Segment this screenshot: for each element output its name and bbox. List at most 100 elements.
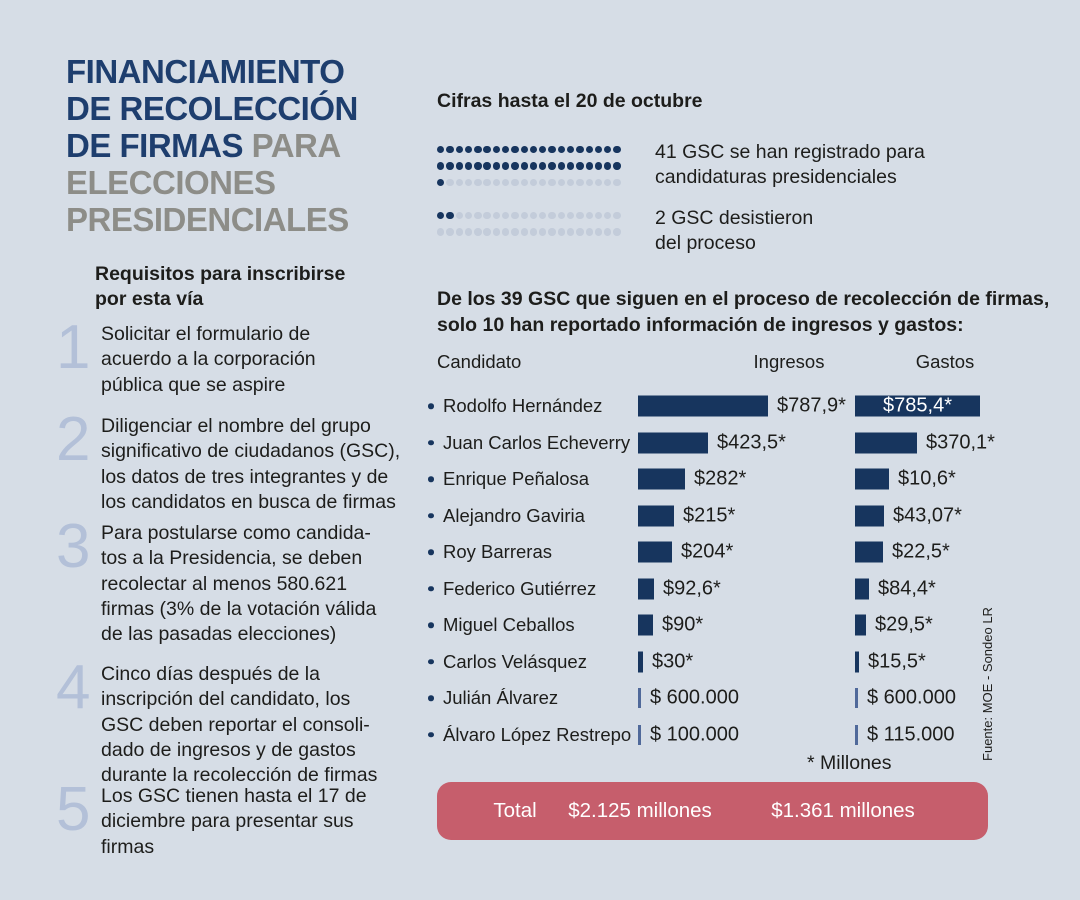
table-row: Julián Álvarez $ 600.000 $ 600.000 [0,680,1080,716]
dot-empty [604,178,612,187]
step-text: Solicitar el formulario de acuerdo a la … [101,323,316,396]
dot-filled [501,146,510,154]
dot-empty [539,228,547,236]
dot-filled [529,162,538,170]
dot-empty [557,228,566,236]
dot-empty [520,212,528,220]
dot-empty [464,178,473,187]
dot-empty [566,228,575,236]
dot-empty [455,228,463,236]
ingresos-bar [638,541,672,563]
ingresos-value: $30* [652,650,694,672]
dot-empty [613,178,621,187]
dot-filled [539,146,547,154]
dot-filled [520,146,528,154]
gastos-value: $15,5* [868,650,926,672]
candidate-name: Juan Carlos Echeverry [443,431,631,453]
dot-empty [576,212,584,220]
gastos-value: $ 600.000 [867,686,956,709]
table-row: Álvaro López Restrepo $ 100.000 $ 115.000 [0,717,1080,753]
gastos-value: $ 115.000 [867,723,955,745]
dot-filled [437,146,445,154]
dot-empty [539,212,547,220]
gastos-bar [855,505,884,526]
gastos-value: $785,4* [883,394,952,417]
dot-empty [613,228,621,236]
dot-empty [566,212,575,220]
table-row: Juan Carlos Echeverry $423,5* $370,1* [0,425,1080,461]
dot-grid-row [437,146,621,154]
dot-empty [594,178,603,187]
dot-empty [455,212,463,220]
dot-filled [613,162,621,170]
dot-filled [585,162,593,170]
title-line: DE RECOLECCIÓN [66,90,358,127]
column-header-candidato: Candidato [437,351,522,372]
dot-filled [464,162,473,170]
title-text-gray: PRESIDENCIALES [66,201,349,238]
total-label: Total [493,799,537,822]
dot-filled [529,146,538,154]
table-row: Enrique Peñalosa $282* $10,6* [0,461,1080,497]
candidate-name: Julián Álvarez [443,687,559,708]
gastos-bar [855,468,889,490]
dot-filled [474,146,482,154]
candidate-name: Federico Gutiérrez [443,577,597,599]
dot-empty [492,178,501,187]
dot-empty [566,178,575,187]
bullet-icon [428,403,434,409]
column-header-ingresos: Ingresos [753,351,825,372]
dot-filled [446,146,454,154]
dot-empty [529,212,538,220]
ingresos-bar [638,651,643,672]
title-text-navy: DE FIRMAS [66,127,244,164]
gastos-bar [855,541,883,563]
dot-empty [483,178,491,187]
dot-filled [501,162,510,170]
requisito-item: 5 Los GSC tienen hasta el 17 de diciembre… [56,779,412,860]
gastos-value: $22,5* [892,540,950,563]
dot-grid [437,212,621,236]
dot-filled [576,162,584,170]
dot-empty [511,228,519,236]
page-title: FINANCIAMIENTO DE RECOLECCIÓN DE FIRMAS PA… [66,53,358,238]
ingresos-bar [638,432,708,453]
title-line: DE FIRMAS PARA [66,127,358,164]
dot-filled [455,146,463,154]
dot-filled [446,162,454,170]
dot-filled [492,146,501,154]
title-line: PRESIDENCIALES [66,201,358,238]
dot-filled [539,162,547,170]
gastos-bar [855,724,858,745]
candidate-name: Carlos Velásquez [443,650,587,672]
dot-empty [474,178,482,187]
chart-intro-text: De los 39 GSC que siguen en el proceso d… [437,288,1050,336]
ingresos-value: $92,6* [663,577,721,599]
dot-grid-caption: 2 GSC desistieron del proceso [655,207,814,254]
dot-filled [455,162,463,170]
dot-filled [511,146,519,154]
dot-empty [548,212,556,220]
dot-filled [492,162,501,170]
footnote-millones: * Millones [807,752,892,774]
table-row: Federico Gutiérrez $92,6* $84,4* [0,571,1080,607]
dot-empty [576,178,584,187]
ingresos-bar [638,578,654,599]
gastos-bar [855,432,917,453]
table-row: Rodolfo Hernández $787,9* $785,4* [0,388,1080,424]
dot-filled [437,212,445,220]
total-bar: Total $2.125 millones $1.361 millones [437,782,988,840]
dot-filled [557,146,566,154]
table-row: Miguel Ceballos $90* $29,5* [0,607,1080,643]
dot-filled [464,146,473,154]
dot-grid-row [437,162,621,170]
dot-filled [566,162,575,170]
requisitos-heading: Requisitos para inscribirse por esta vía [95,263,346,310]
dot-empty [604,212,612,220]
dot-empty [492,212,501,220]
gastos-bar [855,651,859,672]
dot-empty [474,212,482,220]
source-credit: Fuente: MOE - Sondeo LR [980,607,995,761]
dot-empty [437,228,445,236]
